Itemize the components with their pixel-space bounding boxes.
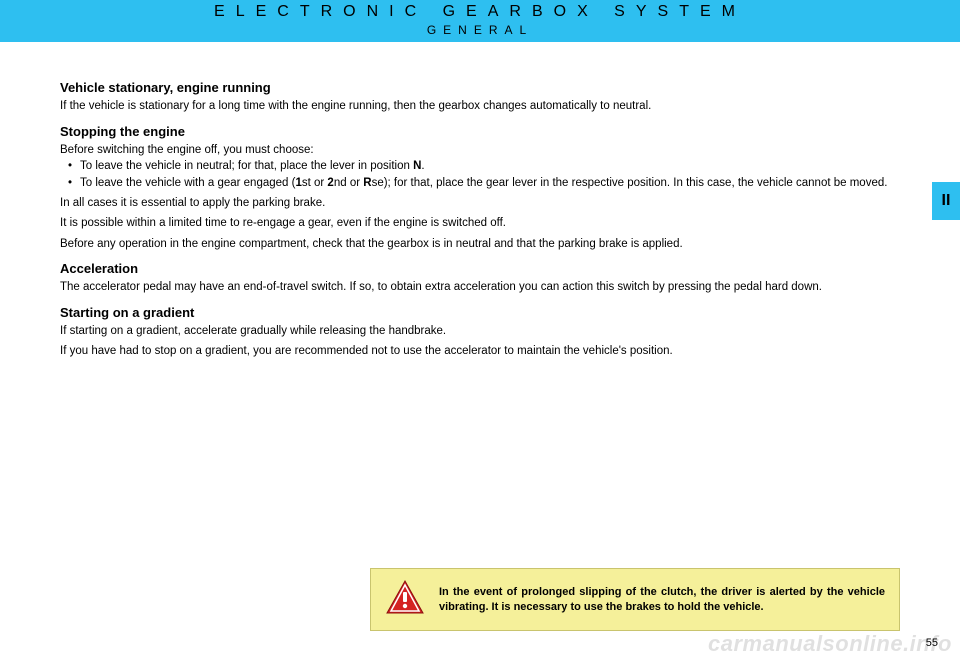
warning-text: In the event of prolonged slipping of th…	[439, 585, 885, 614]
li-text: st or	[302, 177, 328, 189]
heading-acceleration: Acceleration	[60, 261, 900, 277]
li-text: nd or	[334, 177, 363, 189]
li-text: To leave the vehicle with a gear engaged…	[80, 177, 295, 189]
warning-box: In the event of prolonged slipping of th…	[370, 568, 900, 631]
para-stopping-intro: Before switching the engine off, you mus…	[60, 143, 900, 157]
stopping-list: To leave the vehicle in neutral; for tha…	[60, 159, 900, 190]
heading-gradient: Starting on a gradient	[60, 305, 900, 321]
watermark: carmanualsonline.info	[708, 631, 952, 657]
li-text: To leave the vehicle in neutral; for tha…	[80, 160, 413, 172]
page-content: Vehicle stationary, engine running If th…	[0, 42, 960, 359]
heading-stopping: Stopping the engine	[60, 124, 900, 140]
header-subtitle: GENERAL	[0, 23, 960, 37]
para: The accelerator pedal may have an end-of…	[60, 280, 900, 294]
header-title: ELECTRONIC GEARBOX SYSTEM	[0, 3, 960, 21]
para: If starting on a gradient, accelerate gr…	[60, 324, 900, 338]
para-stationary: If the vehicle is stationary for a long …	[60, 99, 900, 113]
page-header: ELECTRONIC GEARBOX SYSTEM GENERAL	[0, 0, 960, 42]
section-tab: II	[932, 182, 960, 220]
list-item: To leave the vehicle in neutral; for tha…	[80, 159, 900, 173]
heading-stationary: Vehicle stationary, engine running	[60, 80, 900, 96]
li-text: se); for that, place the gear lever in t…	[372, 177, 888, 189]
li-text: .	[421, 160, 424, 172]
list-item: To leave the vehicle with a gear engaged…	[80, 176, 900, 190]
para: Before any operation in the engine compa…	[60, 237, 900, 251]
li-bold: R	[363, 177, 371, 189]
warning-icon	[385, 579, 425, 620]
para: It is possible within a limited time to …	[60, 216, 900, 230]
para: If you have had to stop on a gradient, y…	[60, 344, 900, 358]
para: In all cases it is essential to apply th…	[60, 196, 900, 210]
